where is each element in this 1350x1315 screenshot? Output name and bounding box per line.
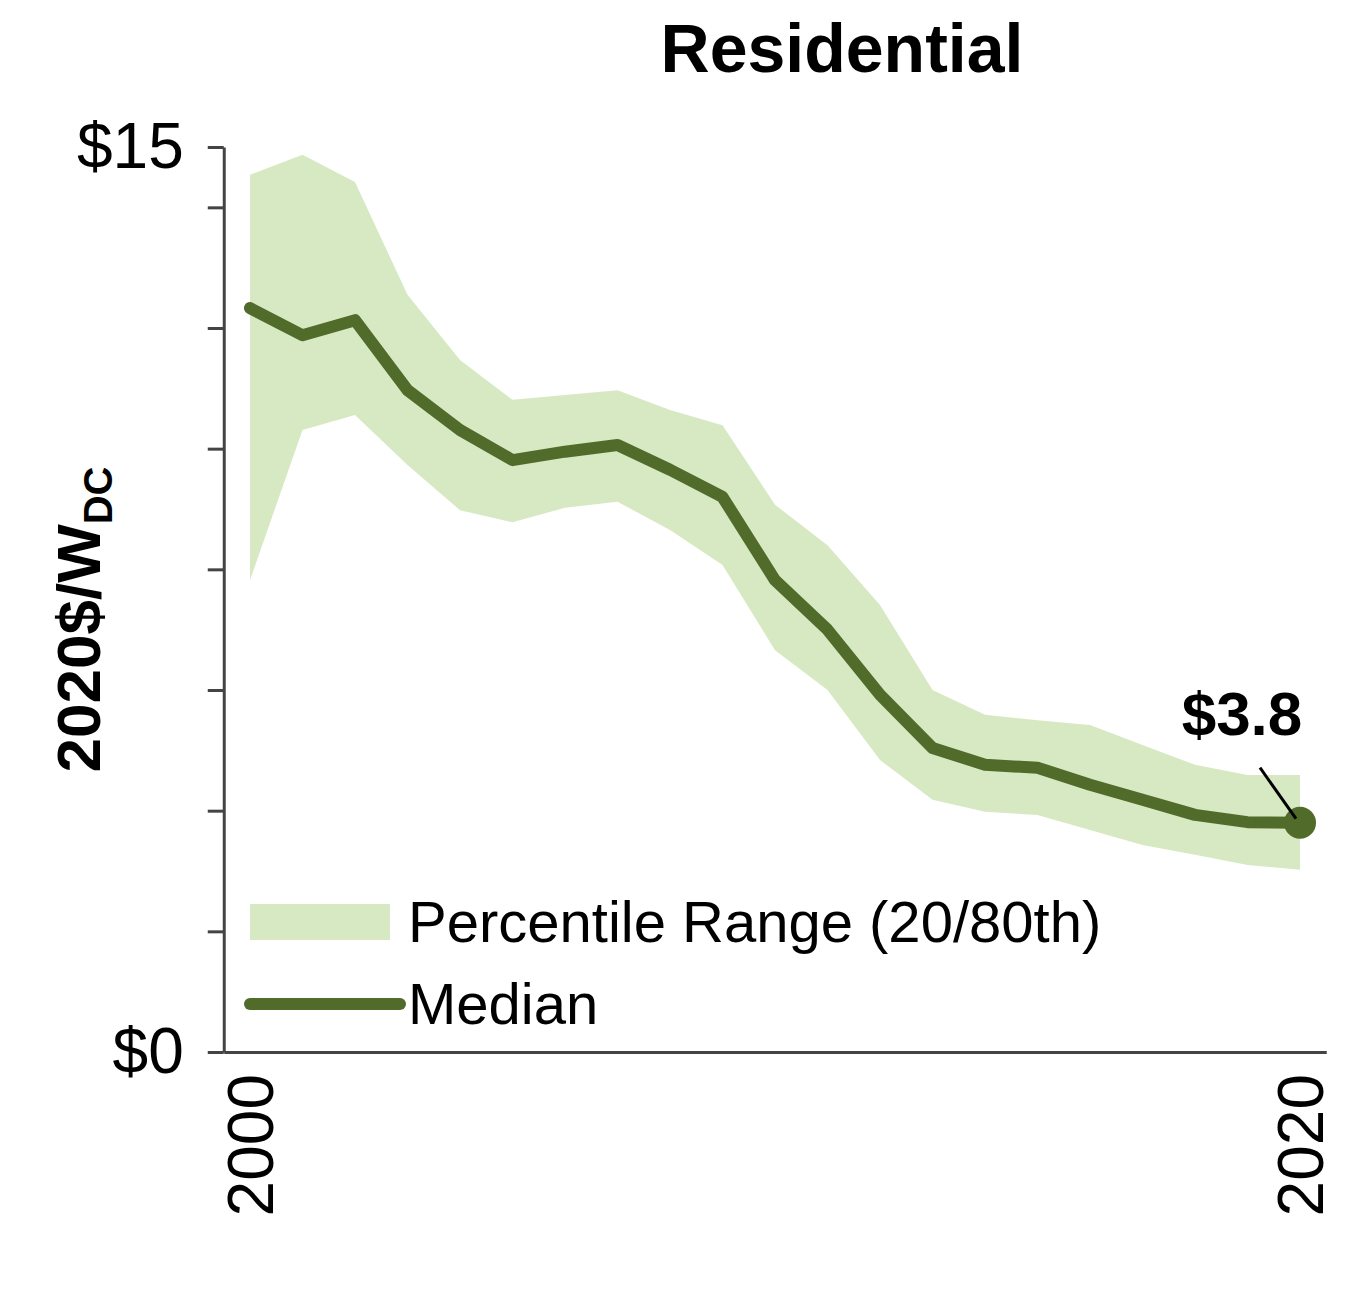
y-tick-mark: [208, 1051, 224, 1054]
annotation-text: $3.8: [1182, 679, 1303, 748]
y-tick: [208, 811, 224, 812]
y-tick: $0: [113, 1015, 224, 1087]
y-tick: [208, 931, 224, 932]
y-tick: [208, 690, 224, 691]
legend-swatch: [250, 998, 400, 1010]
y-tick-mark: [208, 810, 224, 813]
y-tick: [208, 569, 224, 570]
legend: Percentile Range (20/80th) Median: [250, 889, 1101, 1036]
y-tick-mark: [208, 568, 224, 571]
y-axis-line: [223, 148, 226, 1053]
median-line: [250, 308, 1300, 823]
y-tick: [208, 207, 224, 208]
x-tick: 2020: [1265, 1052, 1337, 1216]
percentile-band: [250, 155, 1300, 870]
y-tick-mark: [208, 930, 224, 933]
y-tick-mark: [208, 327, 224, 330]
x-tick-label: 2000: [215, 1074, 287, 1216]
y-tick: [208, 328, 224, 329]
y-tick-label: $0: [113, 1015, 184, 1087]
x-tick: 2000: [215, 1052, 287, 1216]
chart: Residential 2020$/WDC $3.8 $0 $15 2000 2020 Per…: [0, 0, 1350, 1315]
y-tick: [208, 449, 224, 450]
y-tick-label: $15: [77, 110, 184, 182]
annotation-point: [1284, 807, 1316, 839]
legend-label: Median: [408, 971, 598, 1036]
legend-label: Percentile Range (20/80th): [408, 889, 1101, 954]
y-tick-mark: [208, 206, 224, 209]
x-axis: 2000 2020: [215, 1052, 1337, 1216]
y-axis: $0 $15: [77, 110, 224, 1087]
x-axis-line: [224, 1051, 1327, 1054]
plot-area: [250, 155, 1316, 870]
legend-swatch: [250, 904, 390, 940]
y-tick-mark: [208, 146, 224, 149]
y-axis-title-subscript: DC: [76, 467, 120, 525]
y-tick-mark: [208, 448, 224, 451]
y-axis-title-main: 2020$/W: [44, 524, 113, 773]
x-tick-label: 2020: [1265, 1074, 1337, 1216]
y-axis-title: 2020$/WDC: [44, 467, 120, 773]
y-tick: $15: [77, 110, 224, 182]
annotation-leader: [1260, 768, 1296, 819]
y-tick-mark: [208, 689, 224, 692]
title: Residential: [661, 10, 1024, 86]
